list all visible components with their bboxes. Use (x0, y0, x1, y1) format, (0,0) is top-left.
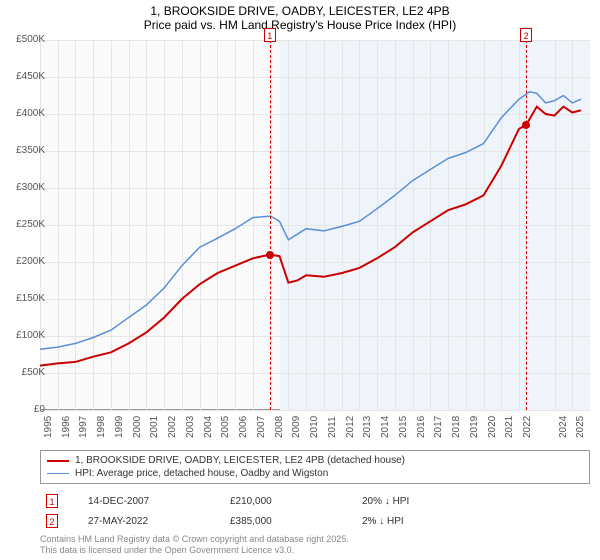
chart-title-block: 1, BROOKSIDE DRIVE, OADBY, LEICESTER, LE… (0, 0, 600, 34)
x-axis-label: 2003 (185, 416, 196, 438)
footer-attribution: Contains HM Land Registry data © Crown c… (40, 534, 590, 556)
x-axis-label: 2001 (149, 416, 160, 438)
legend-box: 1, BROOKSIDE DRIVE, OADBY, LEICESTER, LE… (40, 450, 590, 484)
event-date: 27-MAY-2022 (84, 512, 224, 530)
event-row: 1 14-DEC-2007£210,00020% ↓ HPI (42, 492, 588, 510)
y-axis-label: £200K (16, 256, 45, 267)
events-table: 1 14-DEC-2007£210,00020% ↓ HPI 2 27-MAY-202… (40, 490, 590, 532)
legend-label: 1, BROOKSIDE DRIVE, OADBY, LEICESTER, LE… (75, 455, 405, 466)
event-badge: 2 (520, 28, 532, 42)
legend-item: HPI: Average price, detached house, Oadb… (47, 467, 583, 480)
legend-item: 1, BROOKSIDE DRIVE, OADBY, LEICESTER, LE… (47, 454, 583, 467)
y-axis-label: £300K (16, 182, 45, 193)
legend-swatch (47, 473, 69, 474)
grid-line-h (40, 410, 590, 411)
y-axis-label: £450K (16, 71, 45, 82)
x-axis-label: 2025 (575, 416, 586, 438)
x-axis-label: 1995 (43, 416, 54, 438)
chart-area: 12 (40, 40, 590, 410)
event-delta: 2% ↓ HPI (358, 512, 588, 530)
event-price: £210,000 (226, 492, 356, 510)
event-marker (266, 251, 274, 259)
y-axis-label: £150K (16, 293, 45, 304)
series-price_paid (40, 107, 581, 366)
event-line (526, 40, 527, 410)
x-axis-label: 2008 (274, 416, 285, 438)
x-axis-label: 1996 (61, 416, 72, 438)
event-row-badge: 1 (46, 494, 58, 508)
y-axis-label: £50K (22, 367, 45, 378)
event-date: 14-DEC-2007 (84, 492, 224, 510)
event-line (270, 40, 271, 410)
x-axis-label: 2011 (327, 416, 338, 438)
x-axis-label: 2009 (291, 416, 302, 438)
y-axis-label: £250K (16, 219, 45, 230)
x-axis-label: 2020 (487, 416, 498, 438)
y-axis-label: £100K (16, 330, 45, 341)
x-axis-label: 1997 (78, 416, 89, 438)
x-axis-label: 1999 (114, 416, 125, 438)
y-axis-label: £500K (16, 34, 45, 45)
x-axis-label: 2012 (345, 416, 356, 438)
title-line-2: Price paid vs. HM Land Registry's House … (0, 18, 600, 32)
x-axis-label: 2024 (558, 416, 569, 438)
x-axis-label: 2005 (220, 416, 231, 438)
x-axis-label: 2004 (203, 416, 214, 438)
x-axis-label: 2013 (362, 416, 373, 438)
x-axis-label: 2021 (504, 416, 515, 438)
y-axis-label: £0 (34, 404, 45, 415)
x-axis-label: 2016 (416, 416, 427, 438)
x-axis-label: 1998 (96, 416, 107, 438)
event-delta: 20% ↓ HPI (358, 492, 588, 510)
event-price: £385,000 (226, 512, 356, 530)
event-row-badge: 2 (46, 514, 58, 528)
title-line-1: 1, BROOKSIDE DRIVE, OADBY, LEICESTER, LE… (0, 4, 600, 18)
x-axis-label: 2019 (469, 416, 480, 438)
x-axis-label: 2017 (433, 416, 444, 438)
series-lines (40, 40, 590, 410)
legend-label: HPI: Average price, detached house, Oadb… (75, 468, 328, 479)
x-axis-label: 2010 (309, 416, 320, 438)
footer-line-1: Contains HM Land Registry data © Crown c… (40, 534, 590, 545)
x-axis-label: 2002 (167, 416, 178, 438)
series-hpi (40, 92, 581, 350)
x-axis-label: 2014 (380, 416, 391, 438)
event-badge: 1 (264, 28, 276, 42)
y-axis-label: £400K (16, 108, 45, 119)
x-axis-label: 2018 (451, 416, 462, 438)
x-axis-label: 2015 (398, 416, 409, 438)
event-marker (522, 121, 530, 129)
event-row: 2 27-MAY-2022£385,0002% ↓ HPI (42, 512, 588, 530)
legend-swatch (47, 460, 69, 462)
x-axis-label: 2007 (256, 416, 267, 438)
footer-line-2: This data is licensed under the Open Gov… (40, 545, 590, 556)
x-axis-label: 2006 (238, 416, 249, 438)
x-axis-label: 2000 (132, 416, 143, 438)
x-axis-label: 2022 (522, 416, 533, 438)
y-axis-label: £350K (16, 145, 45, 156)
